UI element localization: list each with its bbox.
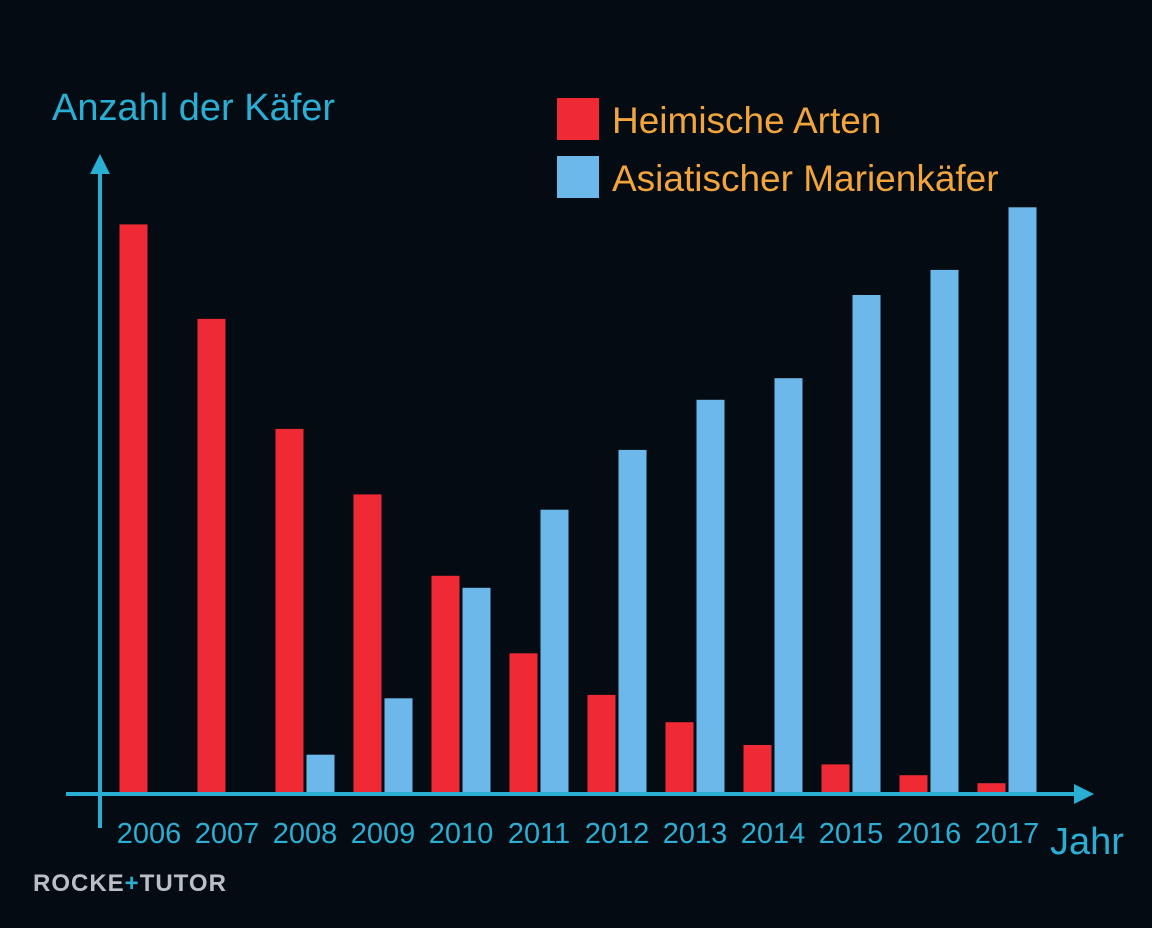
bar-asiatischer-marienkaefer-2014 [774, 378, 803, 794]
x-tick-label-2009: 2009 [351, 818, 416, 850]
x-tick-label-2014: 2014 [741, 818, 806, 850]
bar-heimische-arten-2007 [197, 318, 226, 794]
x-tick-label-2012: 2012 [585, 818, 650, 850]
x-tick-label-2011: 2011 [508, 818, 570, 850]
bar-asiatischer-marienkaefer-2015 [852, 295, 881, 794]
x-tick-label-2008: 2008 [273, 818, 338, 850]
bar-asiatischer-marienkaefer-2008 [306, 754, 335, 794]
x-tick-label-2007: 2007 [195, 818, 260, 850]
bar-heimische-arten-2006 [119, 224, 148, 794]
watermark-text-left: ROCKE [33, 870, 125, 897]
bar-asiatischer-marienkaefer-2012 [618, 449, 647, 794]
x-tick-labels: 2006 2007 2008 2009 2010 2011 2012 2013 2014 2015… [117, 818, 1040, 850]
bar-asiatischer-marienkaefer-2017 [1008, 207, 1037, 795]
watermark-plus: + [125, 870, 140, 897]
legend-swatch-heimische-arten [557, 98, 599, 140]
legend: Heimische Arten Asiatischer Marienkäfer [557, 98, 999, 199]
bar-heimische-arten-2013 [665, 722, 694, 794]
watermark-logo: ROCKE+TUTOR [33, 870, 227, 897]
bar-asiatischer-marienkaefer-2011 [540, 509, 569, 794]
legend-swatch-asiatischer-marienkaefer [557, 156, 599, 198]
y-axis-title: Anzahl der Käfer [52, 87, 335, 129]
x-axis-title: Jahr [1050, 821, 1124, 863]
bar-asiatischer-marienkaefer-2013 [696, 399, 725, 794]
bar-heimische-arten-2014 [743, 745, 772, 794]
bar-asiatischer-marienkaefer-2016 [930, 269, 959, 794]
bars-layer [119, 207, 1037, 795]
bar-heimische-arten-2017 [977, 783, 1006, 794]
bar-heimische-arten-2011 [509, 653, 538, 794]
x-tick-label-2010: 2010 [429, 818, 494, 850]
legend-label-heimische-arten: Heimische Arten [612, 100, 881, 141]
bar-heimische-arten-2008 [275, 428, 304, 794]
bar-heimische-arten-2012 [587, 694, 616, 794]
x-tick-label-2015: 2015 [819, 818, 884, 850]
x-tick-label-2017: 2017 [975, 818, 1040, 850]
x-tick-label-2013: 2013 [663, 818, 728, 850]
bar-heimische-arten-2010 [431, 575, 460, 794]
legend-label-asiatischer-marienkaefer: Asiatischer Marienkäfer [612, 158, 999, 199]
bar-heimische-arten-2016 [899, 775, 928, 794]
bar-asiatischer-marienkaefer-2010 [462, 587, 491, 794]
x-tick-label-2006: 2006 [117, 818, 182, 850]
bar-heimische-arten-2009 [353, 494, 382, 794]
x-tick-label-2016: 2016 [897, 818, 962, 850]
watermark-text-right: TUTOR [140, 870, 227, 897]
bar-asiatischer-marienkaefer-2009 [384, 698, 413, 794]
bar-heimische-arten-2015 [821, 764, 850, 794]
